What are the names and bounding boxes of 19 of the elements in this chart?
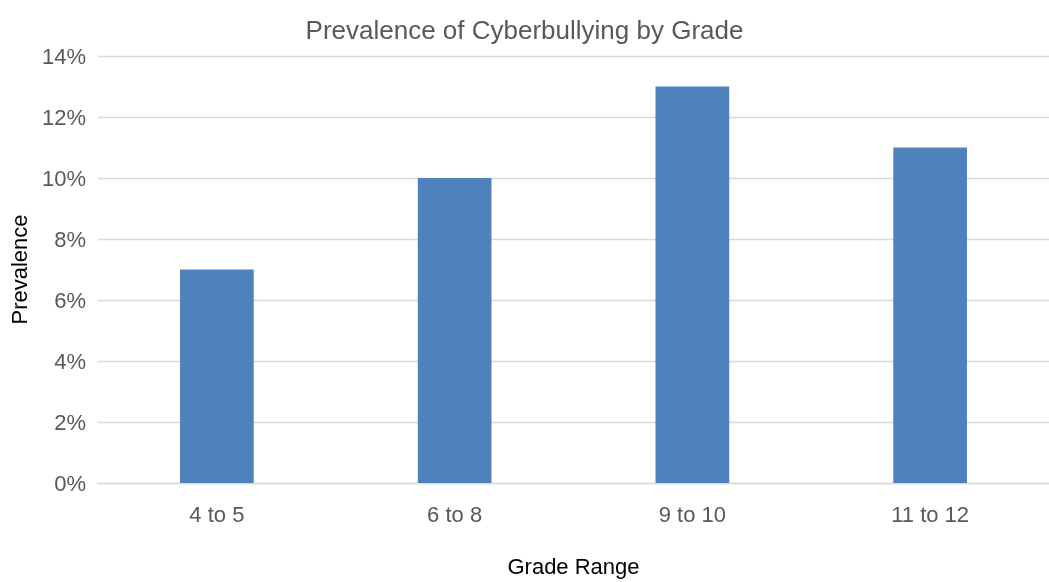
- y-tick-label: 8%: [54, 226, 86, 252]
- y-tick-label: 6%: [54, 287, 86, 313]
- x-tick-label: 9 to 10: [658, 501, 727, 527]
- y-tick-label: 10%: [41, 165, 86, 191]
- y-axis-title: Prevalence: [6, 214, 32, 325]
- x-tick-label: 4 to 5: [189, 501, 245, 527]
- bar: [893, 147, 967, 483]
- y-tick-label: 12%: [41, 104, 86, 130]
- y-tick-label: 14%: [41, 43, 86, 69]
- y-tick-label: 4%: [54, 348, 86, 374]
- x-axis-title: Grade Range: [507, 553, 640, 579]
- chart-title: Prevalence of Cyberbullying by Grade: [305, 15, 744, 45]
- bar: [655, 86, 730, 483]
- bar: [180, 269, 254, 483]
- bar: [417, 178, 492, 483]
- y-tick-label: 0%: [54, 470, 86, 496]
- y-tick-label: 2%: [54, 409, 86, 435]
- x-tick-label: 6 to 8: [427, 501, 483, 527]
- x-tick-label: 11 to 12: [891, 501, 970, 527]
